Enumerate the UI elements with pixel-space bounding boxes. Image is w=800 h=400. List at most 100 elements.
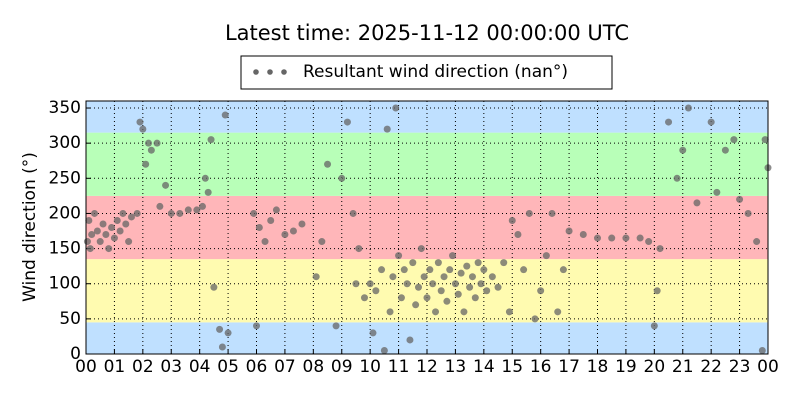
x-tick-label: 13	[445, 357, 467, 377]
point	[565, 227, 573, 235]
point	[463, 262, 471, 270]
point	[656, 245, 664, 253]
point	[414, 283, 422, 291]
point	[125, 238, 133, 246]
point	[432, 308, 440, 316]
point	[119, 209, 127, 217]
point	[380, 346, 388, 354]
point	[412, 301, 420, 309]
point	[85, 216, 93, 224]
point	[417, 245, 425, 253]
point	[184, 206, 192, 214]
point	[372, 287, 380, 295]
point	[102, 231, 110, 239]
point	[554, 308, 562, 316]
x-tick-label: 00	[757, 357, 779, 377]
point	[693, 199, 701, 207]
point	[494, 283, 502, 291]
point	[730, 136, 738, 144]
point	[420, 273, 428, 281]
y-tick-label: 0	[70, 344, 81, 364]
point	[409, 259, 417, 267]
point	[324, 160, 332, 168]
point	[460, 308, 468, 316]
point	[673, 174, 681, 182]
point	[753, 238, 761, 246]
point	[758, 346, 766, 354]
x-tick-label: 01	[104, 357, 126, 377]
point	[369, 329, 377, 337]
point	[224, 329, 232, 337]
point	[400, 266, 408, 274]
point	[579, 231, 587, 239]
point	[332, 322, 340, 330]
x-tick-label: 16	[530, 357, 552, 377]
direction-band	[86, 132, 768, 196]
point	[386, 308, 394, 316]
chart-title: Latest time: 2025-11-12 00:00:00 UTC	[225, 21, 629, 45]
x-tick-label: 21	[672, 357, 694, 377]
point	[88, 231, 96, 239]
point	[397, 294, 405, 302]
point	[389, 273, 397, 281]
point	[91, 209, 99, 217]
point	[352, 280, 360, 288]
point	[193, 206, 201, 214]
point	[403, 280, 411, 288]
x-tick-label: 14	[473, 357, 495, 377]
point	[645, 238, 653, 246]
point	[110, 234, 118, 242]
point	[167, 209, 175, 217]
x-tick-label: 02	[132, 357, 154, 377]
point	[684, 104, 692, 112]
point	[142, 160, 150, 168]
point	[199, 202, 207, 210]
x-tick-label: 17	[558, 357, 580, 377]
point	[653, 287, 661, 295]
point	[622, 234, 630, 242]
point	[559, 266, 567, 274]
y-tick-label: 100	[49, 274, 81, 294]
point	[679, 146, 687, 154]
y-tick-label: 50	[59, 309, 81, 329]
y-tick-label: 300	[49, 133, 81, 153]
point	[261, 238, 269, 246]
point	[105, 245, 113, 253]
point	[204, 188, 212, 196]
point	[145, 139, 153, 147]
point	[608, 234, 616, 242]
x-tick-label: 06	[246, 357, 268, 377]
x-tick-label: 22	[700, 357, 722, 377]
point	[505, 308, 513, 316]
x-tick-label: 20	[644, 357, 666, 377]
x-tick-label: 04	[189, 357, 211, 377]
point	[127, 213, 135, 221]
point	[451, 280, 459, 288]
point	[525, 209, 533, 217]
point	[542, 252, 550, 260]
point	[395, 252, 403, 260]
legend: Resultant wind direction (nan°)	[240, 55, 613, 90]
point	[471, 294, 479, 302]
point	[508, 216, 516, 224]
x-tick-label: 08	[303, 357, 325, 377]
point	[443, 297, 451, 305]
point	[255, 224, 263, 231]
point	[548, 209, 556, 217]
x-tick-label: 09	[331, 357, 353, 377]
point	[761, 136, 769, 144]
point	[216, 325, 224, 333]
point	[449, 252, 457, 260]
point	[355, 245, 363, 253]
point	[153, 139, 161, 147]
point	[343, 118, 351, 126]
y-tick-label: 200	[49, 203, 81, 223]
point	[312, 273, 320, 281]
point	[437, 287, 445, 295]
point	[99, 220, 107, 228]
point	[201, 174, 209, 182]
plot-frame	[85, 100, 769, 355]
point	[360, 294, 368, 302]
point	[406, 336, 414, 344]
x-tick-label: 07	[274, 357, 296, 377]
